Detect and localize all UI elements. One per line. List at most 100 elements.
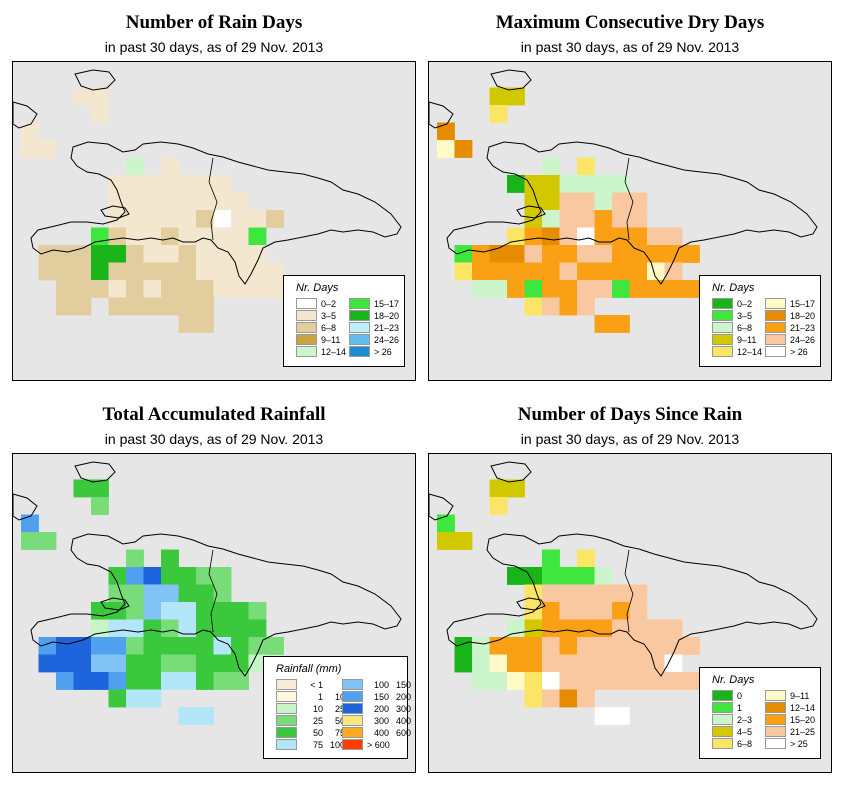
grid-cell xyxy=(161,549,179,568)
legend-swatch xyxy=(296,346,317,357)
island-outline xyxy=(446,141,818,285)
grid-cell xyxy=(629,192,648,211)
panel-since-rain: Number of Days Since Rain in past 30 day… xyxy=(428,404,832,774)
grid-cell xyxy=(507,262,525,281)
legend-swatch xyxy=(349,322,370,333)
grid-cell xyxy=(248,227,267,246)
grid-cell xyxy=(647,227,665,246)
legend-item: 1 10 xyxy=(276,691,345,702)
grid-cell xyxy=(196,567,214,585)
grid-cell xyxy=(143,672,162,690)
grid-cell xyxy=(542,157,560,176)
grid-cell xyxy=(454,262,473,281)
grid-cell xyxy=(178,619,197,638)
legend-swatch xyxy=(349,310,370,321)
grid-cell xyxy=(126,567,144,585)
grid-cell xyxy=(161,654,179,673)
grid-cell xyxy=(91,262,109,281)
legend-label: 400 600 xyxy=(373,727,411,738)
grid-cell xyxy=(524,672,543,690)
grid-cell xyxy=(161,637,179,655)
legend-label: < 1 xyxy=(310,679,323,690)
grid-cell xyxy=(91,479,109,498)
grid-cell xyxy=(559,280,578,298)
legend-item: > 26 xyxy=(349,346,392,357)
legend-label: 21–23 xyxy=(790,322,816,333)
haiti-dr-border xyxy=(624,549,634,633)
grid-cell xyxy=(629,227,648,246)
legend-label: 18–20 xyxy=(374,310,400,321)
grid-cell xyxy=(178,262,197,281)
grid-cell xyxy=(213,602,232,620)
grid-cell xyxy=(647,672,665,690)
legend-label: 12–14 xyxy=(737,346,763,357)
grid-cell xyxy=(577,157,595,176)
grid-cell xyxy=(213,227,232,246)
grid-cell xyxy=(266,262,284,281)
legend-label: 15–17 xyxy=(790,298,816,309)
grid-cell xyxy=(213,584,232,603)
grid-cell xyxy=(38,637,57,655)
legend-swatch xyxy=(276,739,297,750)
legend-item: 12–14 xyxy=(296,346,346,357)
legend-swatch xyxy=(342,703,363,714)
grid-cell xyxy=(437,514,455,533)
grid-cell xyxy=(231,619,249,638)
grid-cell xyxy=(542,192,560,211)
grid-cell xyxy=(594,227,613,246)
grid-cell xyxy=(542,689,560,708)
grid-cell xyxy=(38,532,57,550)
tortuga-outline xyxy=(74,69,116,91)
grid-cell xyxy=(664,654,683,673)
legend-item: 21–23 xyxy=(349,322,399,333)
grid-cell xyxy=(213,280,232,298)
legend-label: 18–20 xyxy=(790,310,816,321)
grid-cell xyxy=(231,602,249,620)
haiti-dr-border xyxy=(624,157,634,241)
legend-label: 6–8 xyxy=(321,322,337,333)
grid-cell xyxy=(542,654,560,673)
grid-cell xyxy=(91,105,109,123)
legend-label: 12–14 xyxy=(790,702,816,713)
grid-cell xyxy=(231,637,249,655)
panel-subtitle: in past 30 days, as of 29 Nov. 2013 xyxy=(520,431,740,447)
grid-cell xyxy=(213,245,232,263)
island-outline xyxy=(446,533,818,677)
grid-cell xyxy=(542,175,560,193)
grid-cell xyxy=(612,619,630,638)
grid-cell xyxy=(577,602,595,620)
grid-cell xyxy=(161,210,179,228)
legend-label: 3–5 xyxy=(321,310,337,321)
grid-cell xyxy=(126,654,144,673)
grid-cell xyxy=(21,122,39,141)
legend-swatch xyxy=(342,715,363,726)
map-rainfall: Rainfall (mm) < 1 1 10 10 25 25 50 50 75 75 100 100… xyxy=(12,453,416,773)
grid-cell xyxy=(213,619,232,638)
legend-rainfall: Rainfall (mm) < 1 1 10 10 25 25 50 50 75 75 100 100… xyxy=(263,656,411,759)
grid-cell xyxy=(577,227,595,246)
legend-item: 2–3 xyxy=(712,714,752,725)
grid-cell xyxy=(178,280,197,298)
legend-label: 50 75 xyxy=(312,727,345,738)
grid-cell xyxy=(594,210,613,228)
grid-cell xyxy=(629,262,648,281)
grid-cell xyxy=(108,619,127,638)
island-outline xyxy=(30,141,402,285)
grid-cell xyxy=(161,297,179,316)
grid-cell xyxy=(126,192,144,211)
legend-label: 150 200 xyxy=(373,691,411,702)
legend-swatch xyxy=(342,739,363,750)
grid-cell xyxy=(454,140,473,158)
grid-cell xyxy=(682,245,700,263)
panel-title: Number of Days Since Rain xyxy=(517,404,743,425)
grid-cell xyxy=(161,584,179,603)
grid-cell xyxy=(108,567,127,585)
grid-cell xyxy=(542,619,560,638)
grid-cell xyxy=(91,637,109,655)
grid-cell xyxy=(647,245,665,263)
legend-item: 18–20 xyxy=(349,310,399,321)
grid-cell xyxy=(73,87,92,106)
grid-cell xyxy=(612,602,630,620)
grid-cell xyxy=(213,567,232,585)
legend-rain-days: Nr. Days 0–2 3–5 6–8 9–11 12–14 15–17 18–20 21–… xyxy=(283,275,405,367)
